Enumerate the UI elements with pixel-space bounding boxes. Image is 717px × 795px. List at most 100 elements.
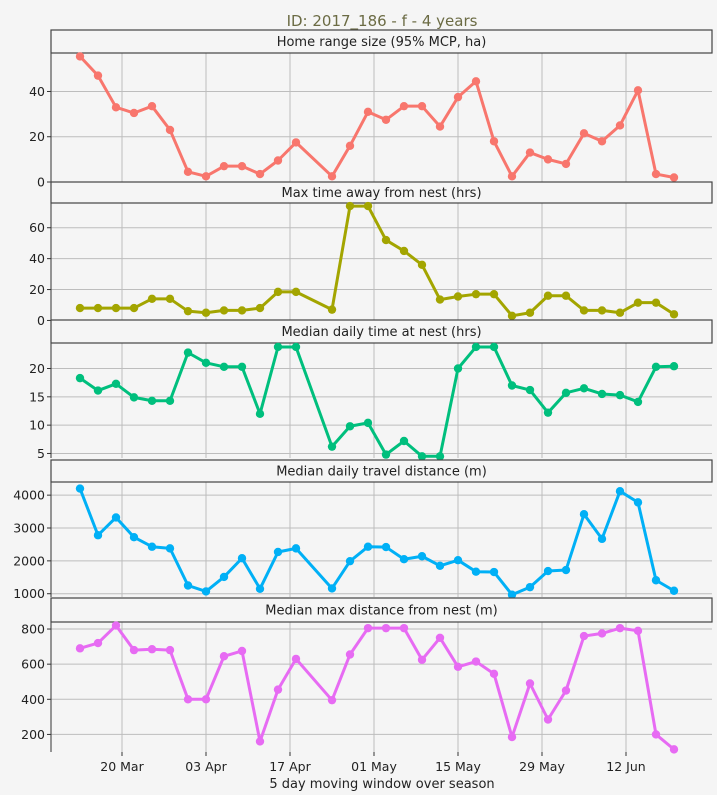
data-point (363, 623, 373, 633)
data-point (453, 556, 463, 565)
data-point (435, 633, 445, 643)
data-point (597, 306, 607, 315)
data-point (255, 303, 265, 313)
data-point (327, 584, 337, 593)
y-tick-label: 400 (21, 692, 45, 707)
data-point (273, 156, 283, 165)
x-tick-label: 15 May (435, 759, 481, 774)
y-tick-label: 60 (29, 220, 45, 235)
data-point (417, 101, 427, 111)
data-point (237, 306, 247, 315)
data-point (273, 287, 283, 297)
data-point (345, 650, 355, 659)
data-point (327, 695, 337, 705)
data-point (291, 544, 301, 553)
data-point (453, 292, 463, 301)
data-point (561, 159, 571, 169)
data-point (165, 645, 175, 655)
y-tick-label: 0 (37, 313, 45, 328)
data-point (129, 303, 139, 313)
data-point (399, 101, 409, 111)
data-point (453, 364, 463, 373)
data-point (651, 169, 661, 179)
data-point (363, 201, 373, 211)
data-point (291, 342, 301, 352)
data-point (147, 294, 157, 304)
data-point (507, 172, 517, 181)
data-point (525, 582, 535, 592)
data-point (327, 172, 337, 181)
data-point (579, 129, 589, 138)
data-point (633, 498, 643, 507)
data-point (183, 167, 193, 177)
data-point (435, 452, 445, 461)
y-tick-label: 0 (37, 175, 45, 190)
data-point (237, 161, 247, 171)
data-point (597, 534, 607, 544)
x-tick-label: 29 May (519, 759, 565, 774)
y-tick-label: 20 (29, 361, 45, 376)
data-point (75, 644, 85, 653)
data-point (471, 567, 481, 576)
data-point (93, 638, 103, 648)
series-line (79, 624, 675, 751)
data-point (363, 542, 373, 551)
data-point (345, 141, 355, 150)
data-point (111, 103, 121, 112)
data-point (219, 362, 229, 371)
data-point (615, 308, 625, 317)
data-point (255, 169, 265, 179)
data-point (669, 173, 679, 182)
data-point (381, 115, 391, 124)
data-point (201, 308, 211, 317)
panel-strip (50, 181, 713, 204)
data-point (129, 393, 139, 402)
data-point (201, 358, 211, 368)
data-point (327, 442, 337, 451)
data-point (633, 626, 643, 635)
data-point (165, 294, 175, 304)
data-point (219, 161, 229, 171)
data-point (219, 572, 229, 582)
data-point (255, 737, 265, 746)
data-point (579, 510, 589, 519)
data-point (669, 310, 679, 319)
panel-strip-label: Home range size (95% MCP, ha) (277, 35, 487, 50)
data-point (651, 576, 661, 585)
data-point (651, 298, 661, 307)
data-point (183, 695, 193, 704)
x-axis: 20 Mar 03 Apr 17 Apr 01 May 15 May 29 May 12 J… (100, 752, 646, 774)
data-point (435, 561, 445, 570)
data-point (417, 552, 427, 561)
data-point (543, 715, 553, 724)
x-tick-label: 12 Jun (606, 759, 645, 774)
data-point (75, 303, 85, 313)
y-tick-label: 800 (21, 622, 45, 637)
y-tick-label: 200 (21, 727, 45, 742)
y-tick-label: 40 (29, 84, 45, 99)
data-point (525, 148, 535, 157)
data-point (471, 289, 481, 299)
data-point (201, 587, 211, 596)
data-point (183, 306, 193, 316)
data-point (525, 385, 535, 395)
data-point (453, 662, 463, 671)
data-point (399, 436, 409, 446)
data-point (651, 730, 661, 739)
data-point (147, 645, 157, 654)
data-point (615, 390, 625, 400)
data-point (75, 373, 85, 383)
data-point (669, 745, 679, 754)
data-point (165, 396, 175, 405)
data-point (363, 418, 373, 428)
x-tick-label: 03 Apr (185, 759, 227, 774)
data-point (147, 542, 157, 551)
x-tick-label: 20 Mar (100, 759, 144, 774)
data-point (633, 86, 643, 95)
data-point (399, 246, 409, 256)
data-point (255, 584, 265, 593)
y-tick-label: 5 (37, 446, 45, 461)
data-point (93, 531, 103, 540)
data-point (201, 172, 211, 181)
data-point (507, 381, 517, 390)
